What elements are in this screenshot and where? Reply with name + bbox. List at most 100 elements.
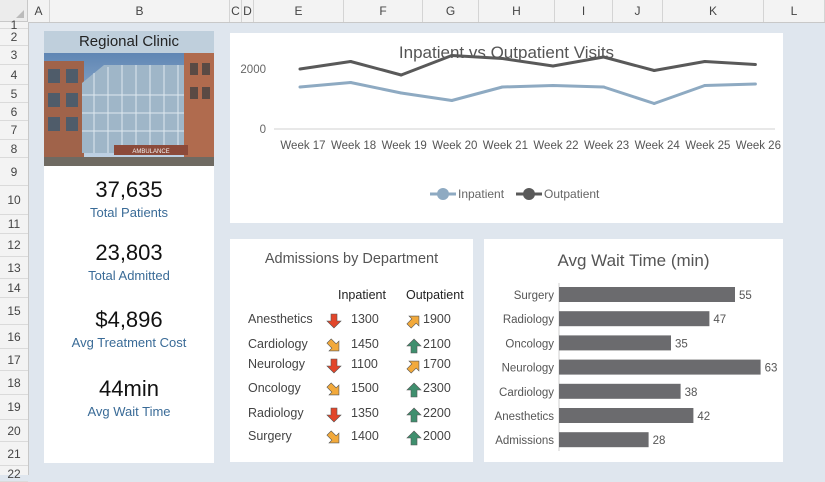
x-tick-label: Week 19 <box>382 140 427 152</box>
data-point-inpatient[interactable] <box>450 99 454 102</box>
admissions-row-surgery: Surgery 1400 2000 <box>230 429 473 449</box>
data-point-inpatient[interactable] <box>602 85 606 89</box>
column-header-b[interactable]: B <box>50 0 230 22</box>
row-header-19[interactable]: 19 <box>0 395 28 420</box>
series-line-outpatient[interactable] <box>299 54 756 77</box>
legend-item-inpatient[interactable]: Inpatient <box>430 187 505 201</box>
row-header-17[interactable]: 17 <box>0 349 28 371</box>
column-header-f[interactable]: F <box>344 0 423 22</box>
row-header-7[interactable]: 7 <box>0 121 28 140</box>
bar-surgery[interactable] <box>559 287 735 302</box>
data-point-outpatient[interactable] <box>602 55 606 59</box>
trend-arrow-down-icon <box>326 407 342 426</box>
kpi-value: $4,896 <box>95 307 163 332</box>
data-point-inpatient[interactable] <box>652 102 656 105</box>
row-header-11[interactable]: 11 <box>0 215 28 234</box>
bar-category-label: Anesthetics <box>495 411 555 423</box>
visits-line-chart-panel[interactable]: Inpatient vs Outpatient Visits 0 2000 Week… <box>230 33 783 223</box>
admissions-panel[interactable]: Admissions by Department Inpatient Outpa… <box>230 239 473 462</box>
inpatient-value: 1400 <box>351 429 379 443</box>
bar-chart: Surgery 55 Radiology 47 Oncology 35 Neurology 6… <box>495 283 777 451</box>
kpi-total-admitted: 23,803 Total Admitted <box>44 240 214 283</box>
row-header-14[interactable]: 14 <box>0 279 28 298</box>
data-point-inpatient[interactable] <box>298 85 302 89</box>
row-header-6[interactable]: 6 <box>0 103 28 121</box>
row-header-13[interactable]: 13 <box>0 257 28 279</box>
bar-admissions[interactable] <box>559 432 649 448</box>
row-header-22[interactable]: 22 <box>0 466 28 482</box>
inpatient-value: 1500 <box>351 381 379 395</box>
data-point-inpatient[interactable] <box>500 85 504 89</box>
column-header-g[interactable]: G <box>423 0 479 22</box>
row-header-10[interactable]: 10 <box>0 186 28 215</box>
trend-arrow-down-right-icon <box>326 338 342 357</box>
admissions-row-neurology: Neurology 1100 1700 <box>230 357 473 377</box>
clinic-building-photo: AMBULANCE <box>44 53 214 166</box>
data-point-inpatient[interactable] <box>399 91 403 95</box>
row-header-15[interactable]: 15 <box>0 298 28 325</box>
admissions-title: Admissions by Department <box>264 251 439 267</box>
bar-oncology[interactable] <box>559 335 671 351</box>
column-header-c[interactable]: C <box>230 0 242 22</box>
column-header-k[interactable]: K <box>663 0 764 22</box>
column-header-h[interactable]: H <box>479 0 555 22</box>
legend-label: Inpatient <box>458 187 505 201</box>
column-header-l[interactable]: L <box>764 0 825 22</box>
col-header-inpatient: Inpatient <box>338 288 386 302</box>
data-point-outpatient[interactable] <box>652 69 656 72</box>
bar-radiology[interactable] <box>559 311 710 327</box>
column-header-a[interactable]: A <box>28 0 50 22</box>
bar-cardiology[interactable] <box>559 383 681 399</box>
outpatient-value: 1700 <box>423 357 451 371</box>
trend-arrow-up-right-icon <box>406 313 422 332</box>
row-header-20[interactable]: 20 <box>0 420 28 442</box>
trend-arrow-up-icon <box>406 407 422 426</box>
data-point-outpatient[interactable] <box>551 64 555 68</box>
clinic-title: Regional Clinic <box>44 31 214 53</box>
select-all-corner[interactable] <box>0 0 28 22</box>
outpatient-value: 1900 <box>423 312 451 326</box>
bar-category-label: Neurology <box>502 363 555 375</box>
column-header-i[interactable]: I <box>555 0 613 22</box>
bar-anesthetics[interactable] <box>559 408 694 423</box>
data-point-outpatient[interactable] <box>399 73 403 77</box>
row-header-3[interactable]: 3 <box>0 46 28 65</box>
admissions-row-anesthetics: Anesthetics 1300 1900 <box>230 312 473 332</box>
department-name: Neurology <box>248 357 305 371</box>
row-header-9[interactable]: 9 <box>0 158 28 186</box>
column-header-j[interactable]: J <box>613 0 663 22</box>
row-header-2[interactable]: 2 <box>0 29 28 46</box>
wait-time-bar-chart-panel[interactable]: Avg Wait Time (min) Surgery 55 Radiology 47… <box>484 239 783 462</box>
row-header-16[interactable]: 16 <box>0 325 28 349</box>
row-header-1[interactable]: 1 <box>0 19 28 31</box>
trend-arrow-down-right-icon <box>326 430 342 449</box>
column-header-e[interactable]: E <box>254 0 344 22</box>
department-name: Oncology <box>248 381 301 395</box>
data-point-inpatient[interactable] <box>703 84 707 87</box>
data-point-outpatient[interactable] <box>500 57 504 60</box>
data-point-outpatient[interactable] <box>703 60 707 63</box>
legend-item-outpatient[interactable]: Outpatient <box>516 187 600 201</box>
row-header-5[interactable]: 5 <box>0 85 28 103</box>
x-tick-label: Week 20 <box>432 140 477 152</box>
row-header-12[interactable]: 12 <box>0 234 28 257</box>
data-point-outpatient[interactable] <box>450 54 454 57</box>
kpi-panel: Regional Clinic <box>44 31 214 463</box>
row-header-21[interactable]: 21 <box>0 442 28 466</box>
row-header-4[interactable]: 4 <box>0 65 28 85</box>
bar-neurology[interactable] <box>559 359 761 375</box>
data-point-inpatient[interactable] <box>753 82 757 86</box>
row-header-18[interactable]: 18 <box>0 371 28 395</box>
data-point-outpatient[interactable] <box>753 63 757 66</box>
column-header-d[interactable]: D <box>242 0 254 22</box>
legend-swatch-marker <box>437 188 449 200</box>
data-point-inpatient[interactable] <box>551 84 555 87</box>
legend-swatch-marker <box>523 188 535 200</box>
data-point-outpatient[interactable] <box>349 60 353 63</box>
row-header-8[interactable]: 8 <box>0 140 28 158</box>
inpatient-value: 1300 <box>351 312 379 326</box>
series-line-inpatient[interactable] <box>299 81 756 105</box>
data-point-outpatient[interactable] <box>298 67 302 71</box>
data-point-inpatient[interactable] <box>349 81 353 84</box>
outpatient-value: 2300 <box>423 381 451 395</box>
